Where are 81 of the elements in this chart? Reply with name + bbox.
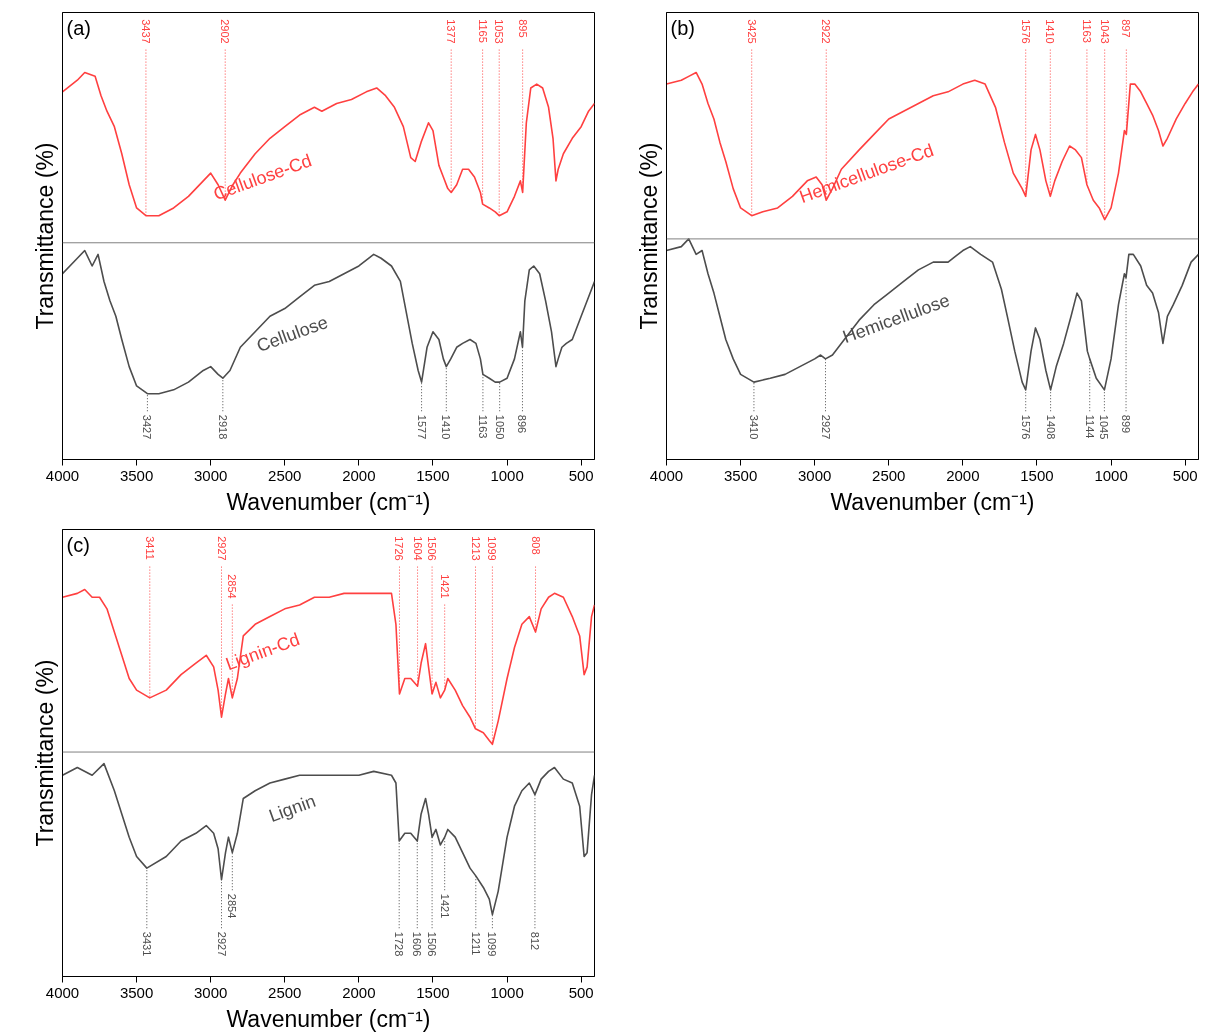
annotation: 1050 (493, 414, 506, 440)
x-tick-label: 2500 (268, 983, 302, 1001)
annotation: 3437 (139, 19, 152, 44)
annotation: 808 (529, 536, 542, 555)
annotation: 896 (516, 414, 529, 434)
annotation: 1506 (426, 931, 439, 957)
annotation: 812 (528, 931, 541, 951)
annotation: 1604 (411, 536, 424, 561)
annotation: 1410 (1044, 19, 1057, 44)
annotation: 3410 (747, 414, 760, 440)
annotation: 1045 (1098, 414, 1111, 440)
annotation: 1421 (438, 574, 451, 599)
x-axis-title: Wavenumber (cm⁻¹) (226, 488, 431, 515)
annotation: 1728 (393, 931, 406, 957)
annotation: 1410 (440, 414, 453, 440)
annotation: 2854 (226, 574, 239, 599)
chart-title: (b) (670, 16, 695, 39)
annotation: 1165 (476, 19, 489, 43)
annotation: 3425 (745, 19, 758, 44)
x-tick-label: 1500 (416, 983, 450, 1001)
annotation: 1606 (411, 931, 424, 957)
annotation: 1577 (415, 414, 428, 440)
annotation: 1576 (1019, 414, 1032, 440)
x-tick-label: 500 (568, 466, 594, 484)
y-axis-title: Transmittance (%) (635, 142, 662, 330)
annotation: 1506 (426, 536, 439, 561)
annotation: 1144 (1083, 414, 1096, 439)
x-tick-label: 2000 (342, 983, 376, 1001)
annotation: 1377 (445, 19, 458, 44)
x-tick-label: 3500 (119, 466, 154, 484)
chart-title: (a) (66, 16, 91, 39)
annotation: 2927 (215, 931, 228, 957)
x-tick-label: 4000 (45, 983, 80, 1001)
annotation: 1726 (393, 536, 406, 561)
annotation: 3427 (141, 414, 154, 440)
x-tick-label: 3500 (723, 466, 758, 484)
annotation: 1211 (469, 931, 482, 956)
annotation: 895 (516, 19, 529, 38)
x-tick-label: 1000 (1094, 466, 1128, 484)
y-axis-title: Transmittance (%) (31, 659, 58, 847)
annotation: 2918 (216, 414, 229, 440)
annotation: 2922 (820, 19, 833, 44)
x-tick-label: 2500 (872, 466, 906, 484)
annotation: 897 (1120, 19, 1133, 38)
x-tick-label: 1000 (490, 983, 524, 1001)
x-tick-label: 1000 (490, 466, 524, 484)
annotation: 3431 (140, 931, 153, 957)
x-tick-label: 4000 (649, 466, 684, 484)
x-tick-label: 2500 (268, 466, 302, 484)
annotation: 899 (1120, 414, 1133, 434)
x-tick-label: 500 (568, 983, 594, 1001)
x-axis-title: Wavenumber (cm⁻¹) (226, 1005, 431, 1032)
annotation: 1043 (1098, 19, 1111, 44)
annotation: 1576 (1019, 19, 1032, 44)
x-tick-label: 3500 (119, 983, 154, 1001)
annotation: 3411 (143, 536, 156, 560)
x-tick-label: 3000 (194, 466, 228, 484)
x-tick-label: 500 (1172, 466, 1198, 484)
annotation: 1163 (476, 414, 489, 439)
annotation: 2854 (226, 893, 239, 919)
x-tick-label: 1500 (1020, 466, 1054, 484)
annotation: 1099 (486, 536, 499, 561)
x-tick-label: 3000 (194, 983, 228, 1001)
annotation: 1213 (469, 536, 482, 561)
x-tick-label: 3000 (798, 466, 832, 484)
annotation: 1053 (493, 19, 506, 44)
x-tick-label: 2000 (946, 466, 980, 484)
chart-title: (c) (66, 533, 90, 556)
x-axis-title: Wavenumber (cm⁻¹) (830, 488, 1035, 515)
annotation: 1099 (486, 931, 499, 957)
annotation: 1408 (1044, 414, 1057, 440)
annotation: 1421 (438, 893, 451, 919)
text: Lignin (266, 790, 319, 827)
y-axis-title: Transmittance (%) (31, 142, 58, 330)
x-tick-label: 1500 (416, 466, 450, 484)
annotation: 2927 (819, 414, 832, 440)
x-tick-label: 4000 (45, 466, 80, 484)
annotation: 2902 (219, 19, 232, 44)
x-tick-label: 2000 (342, 466, 376, 484)
annotation: 2927 (215, 536, 228, 561)
annotation: 1163 (1080, 19, 1093, 43)
